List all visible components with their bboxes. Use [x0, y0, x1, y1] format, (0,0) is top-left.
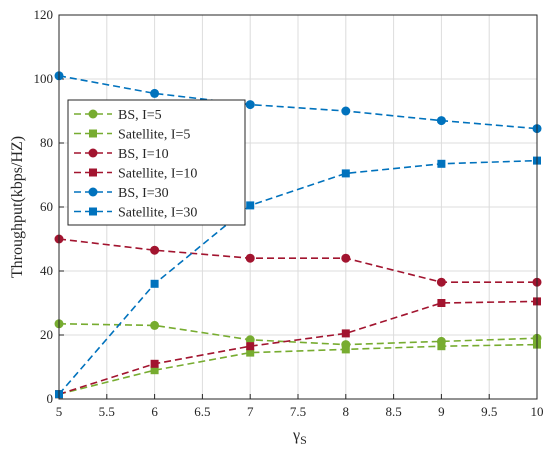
x-tick-label: 7 — [247, 404, 254, 419]
legend-entry: Satellite, I=30 — [74, 206, 197, 221]
legend-entry: Satellite, I=10 — [74, 167, 197, 182]
data-point — [436, 116, 446, 126]
data-point — [437, 159, 446, 168]
x-tick-label: 5.5 — [99, 404, 115, 419]
data-point — [150, 366, 159, 375]
legend-marker — [88, 148, 98, 158]
x-tick-label: 8 — [343, 404, 350, 419]
y-tick-label: 100 — [34, 71, 54, 86]
series-line — [58, 238, 537, 284]
data-point — [150, 320, 160, 330]
y-axis-ticks: 0 20 40 60 80 100 120 — [34, 7, 64, 406]
legend-marker — [88, 187, 98, 197]
legend-label: Satellite, I=5 — [118, 128, 190, 143]
plot-area-border — [58, 14, 538, 400]
y-tick-label: 120 — [34, 7, 54, 22]
series-line — [58, 75, 538, 130]
x-tick-label: 10 — [531, 404, 544, 419]
y-tick-label: 80 — [40, 135, 53, 150]
legend-marker — [89, 207, 97, 216]
data-point — [246, 342, 255, 351]
data-point — [341, 253, 351, 263]
data-point — [341, 329, 350, 338]
x-tick-label: 9.5 — [481, 404, 497, 419]
svg-text:γS: γS — [292, 427, 307, 447]
data-point — [150, 245, 160, 255]
y-tick-label: 0 — [47, 391, 54, 406]
data-point — [245, 335, 255, 345]
x-tick-label: 7.5 — [290, 404, 306, 419]
series-line — [58, 323, 538, 346]
data-point — [437, 299, 446, 307]
data-point — [341, 106, 351, 116]
legend-marker — [89, 129, 97, 138]
data-point — [245, 100, 255, 110]
data-point — [246, 201, 255, 210]
y-tick-label: 20 — [40, 327, 53, 342]
x-axis-label-subscript: S — [300, 433, 307, 447]
y-tick-label: 40 — [40, 263, 53, 278]
data-point — [246, 348, 255, 357]
legend-entry: BS, I=30 — [74, 186, 169, 201]
data-point — [150, 279, 159, 288]
data-point — [437, 342, 446, 351]
legend-label: BS, I=10 — [118, 147, 169, 162]
legend: BS, I=5 Satellite, I=5 BS, I=10 Satellite, … — [67, 99, 246, 226]
data-point — [341, 345, 350, 354]
legend-entry: Satellite, I=5 — [74, 128, 190, 143]
data-point — [341, 169, 350, 178]
series-line — [58, 300, 538, 395]
x-axis-label: γS — [292, 427, 307, 447]
y-tick-label: 60 — [40, 199, 53, 214]
y-axis-label: Throughput(kbps/HZ) — [9, 136, 26, 278]
x-axis-label-main: γ — [292, 427, 300, 444]
x-tick-label: 6.5 — [194, 404, 210, 419]
data-point — [150, 88, 160, 98]
x-axis-ticks: 5 5.5 6 6.5 7 7.5 8 8.5 9 9.5 10 — [56, 394, 544, 419]
legend-marker — [88, 109, 98, 119]
series-line — [58, 343, 538, 395]
legend-box — [67, 99, 246, 226]
data-point — [150, 359, 159, 368]
data-point — [245, 253, 255, 263]
legend-entry: BS, I=5 — [74, 108, 162, 123]
data-point — [436, 277, 446, 287]
legend-label: Satellite, I=10 — [118, 167, 197, 182]
x-tick-label: 9 — [438, 404, 445, 419]
x-tick-label: 5 — [56, 404, 63, 419]
series-5 — [54, 71, 542, 134]
legend-label: BS, I=5 — [118, 108, 162, 123]
x-tick-label: 6 — [151, 404, 158, 419]
legend-entry: BS, I=10 — [74, 147, 169, 162]
legend-label: BS, I=30 — [118, 186, 169, 201]
legend-label: Satellite, I=30 — [118, 206, 197, 221]
legend-marker — [89, 168, 97, 177]
series-line — [58, 159, 538, 395]
series-layer — [54, 71, 542, 399]
x-tick-label: 8.5 — [385, 404, 401, 419]
